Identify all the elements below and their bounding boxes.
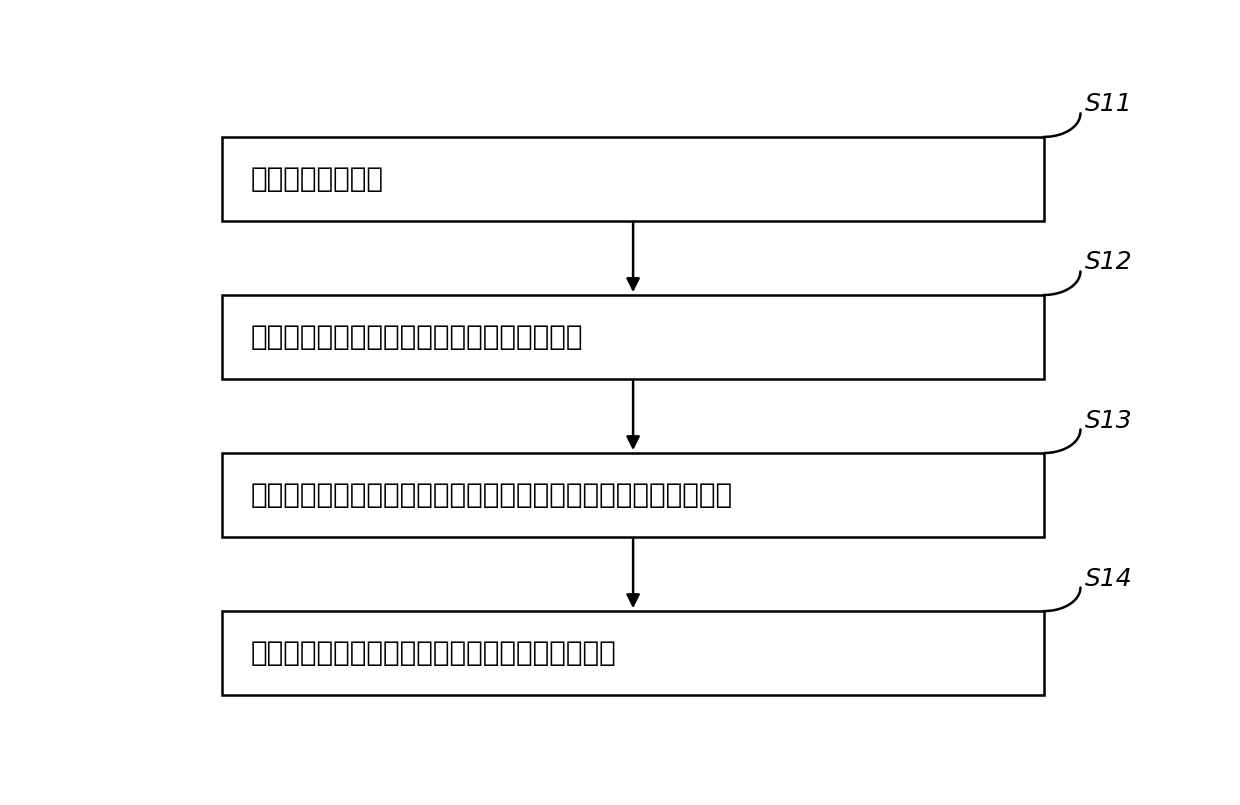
Text: 根据待插入表项组的各待插入表项的插入位置，调整访问控制列表: 根据待插入表项组的各待插入表项的插入位置，调整访问控制列表 — [250, 481, 733, 509]
Text: 在访问控制列表中插入待插入表项组的待插入表项: 在访问控制列表中插入待插入表项组的待插入表项 — [250, 639, 616, 667]
Text: 获取待插入表项组的各待插入表项的插入位置: 获取待插入表项组的各待插入表项的插入位置 — [250, 323, 584, 351]
Bar — [222, 295, 1044, 378]
Text: S13: S13 — [1085, 409, 1133, 432]
Text: S11: S11 — [1085, 93, 1133, 117]
Bar — [222, 137, 1044, 221]
Text: S14: S14 — [1085, 567, 1133, 591]
Bar — [222, 611, 1044, 695]
Bar — [222, 453, 1044, 537]
Text: 获取待插入表项组: 获取待插入表项组 — [250, 165, 384, 192]
Text: S12: S12 — [1085, 250, 1133, 275]
